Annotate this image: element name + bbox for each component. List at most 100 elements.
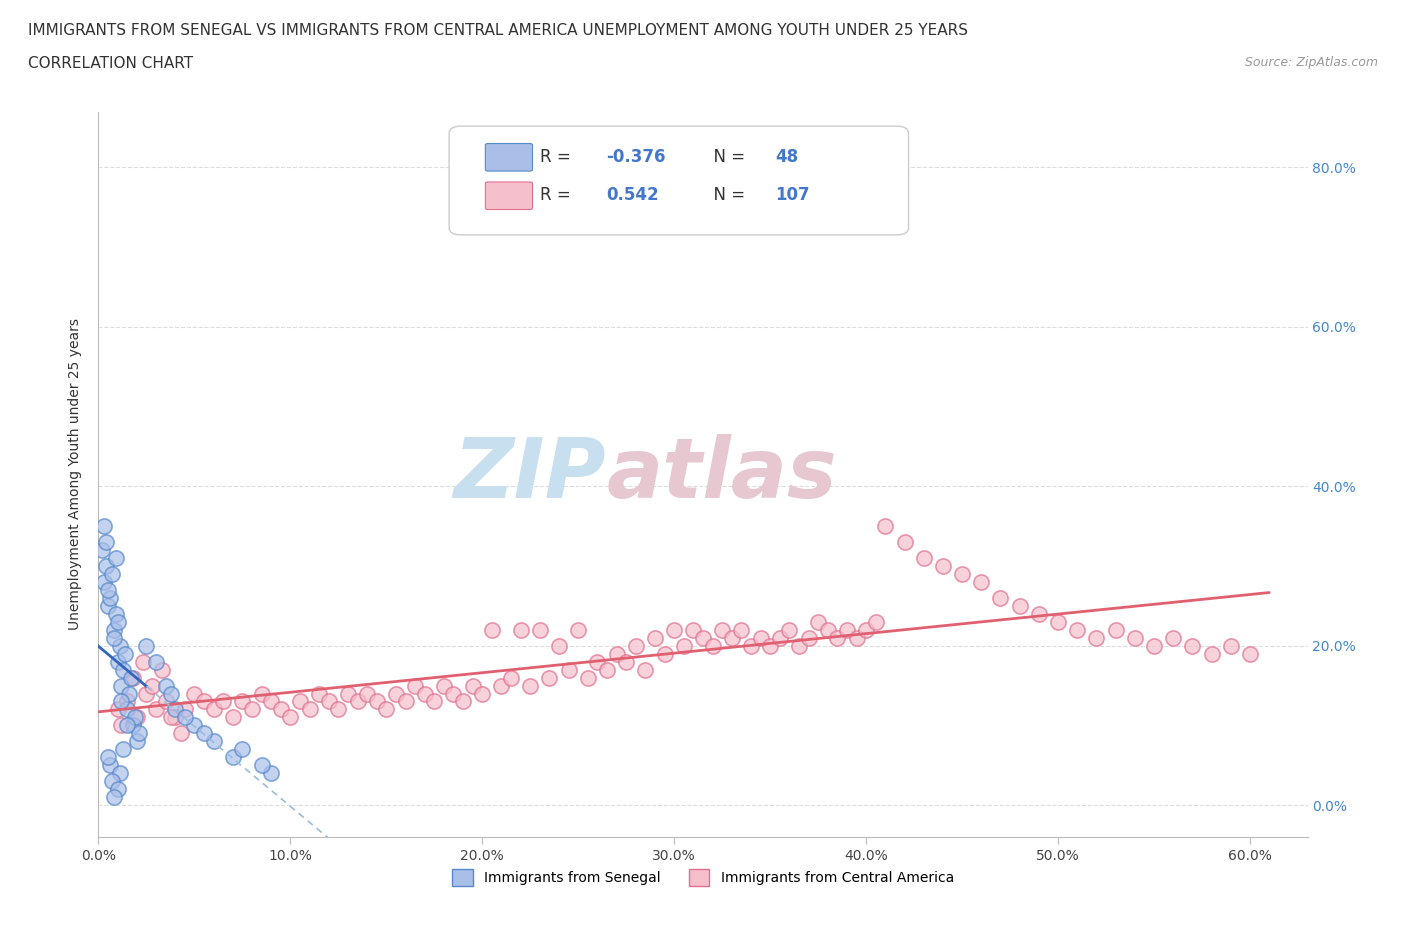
Point <box>538 671 561 685</box>
Point <box>145 654 167 669</box>
Point <box>404 678 426 693</box>
Point <box>576 671 599 685</box>
Point <box>596 662 619 677</box>
Point <box>1201 646 1223 661</box>
Point <box>990 591 1012 605</box>
Text: CORRELATION CHART: CORRELATION CHART <box>28 56 193 71</box>
Point <box>932 559 955 574</box>
Point <box>787 638 810 653</box>
Point <box>160 710 183 724</box>
Point <box>711 622 734 637</box>
Point <box>110 694 132 709</box>
Point <box>101 566 124 581</box>
Point <box>104 551 127 565</box>
Point <box>118 686 141 701</box>
Point <box>131 654 153 669</box>
Point <box>375 702 398 717</box>
Point <box>145 702 167 717</box>
Point <box>529 622 551 637</box>
Point <box>91 542 114 557</box>
Point <box>451 694 474 709</box>
Point <box>270 702 292 717</box>
Point <box>94 535 117 550</box>
Point <box>461 678 484 693</box>
Point <box>141 678 163 693</box>
Point <box>122 671 145 685</box>
Point <box>93 575 115 590</box>
Text: 48: 48 <box>776 148 799 166</box>
Point <box>183 718 205 733</box>
Point <box>692 631 714 645</box>
Point <box>110 678 132 693</box>
Point <box>1219 638 1241 653</box>
Point <box>1143 638 1166 653</box>
Point <box>231 742 253 757</box>
Point <box>98 591 121 605</box>
Point <box>634 662 657 677</box>
Point <box>193 694 215 709</box>
Point <box>1104 622 1126 637</box>
Point <box>260 765 283 780</box>
Point <box>730 622 752 637</box>
Point <box>165 702 187 717</box>
Point <box>94 559 117 574</box>
Point <box>567 622 589 637</box>
Point <box>509 622 531 637</box>
Point <box>1066 622 1088 637</box>
Point <box>183 686 205 701</box>
Text: atlas: atlas <box>606 433 837 515</box>
Point <box>835 622 858 637</box>
Point <box>108 638 131 653</box>
FancyBboxPatch shape <box>485 182 533 209</box>
Point <box>1047 615 1070 630</box>
Point <box>97 582 120 597</box>
Point <box>912 551 935 565</box>
Text: N =: N = <box>703 148 751 166</box>
Text: IMMIGRANTS FROM SENEGAL VS IMMIGRANTS FROM CENTRAL AMERICA UNEMPLOYMENT AMONG YO: IMMIGRANTS FROM SENEGAL VS IMMIGRANTS FR… <box>28 23 969 38</box>
Point <box>193 726 215 741</box>
Point <box>250 686 273 701</box>
Point <box>855 622 877 637</box>
Point <box>280 710 302 724</box>
Point <box>749 631 772 645</box>
Point <box>491 678 513 693</box>
Point <box>950 566 973 581</box>
Text: R =: R = <box>540 148 576 166</box>
Point <box>1085 631 1108 645</box>
FancyBboxPatch shape <box>485 143 533 171</box>
Point <box>202 734 225 749</box>
FancyBboxPatch shape <box>449 126 908 235</box>
Point <box>423 694 446 709</box>
Point <box>165 710 187 724</box>
Point <box>413 686 436 701</box>
Point <box>471 686 494 701</box>
Point <box>115 718 138 733</box>
Point <box>336 686 359 701</box>
Point <box>202 702 225 717</box>
Point <box>107 615 129 630</box>
Point <box>1181 638 1204 653</box>
Point <box>443 686 465 701</box>
Point <box>1028 606 1050 621</box>
Point <box>98 758 121 773</box>
Point <box>366 694 388 709</box>
Point <box>115 694 138 709</box>
Point <box>240 702 263 717</box>
Point <box>614 654 637 669</box>
Point <box>155 694 177 709</box>
Point <box>1161 631 1184 645</box>
Point <box>893 535 915 550</box>
Point <box>624 638 647 653</box>
Point <box>970 575 993 590</box>
Point <box>103 622 125 637</box>
Point <box>107 782 129 797</box>
Point <box>672 638 695 653</box>
Point <box>115 702 138 717</box>
Legend: Immigrants from Senegal, Immigrants from Central America: Immigrants from Senegal, Immigrants from… <box>447 864 959 892</box>
Point <box>875 519 897 534</box>
Point <box>107 702 129 717</box>
Point <box>682 622 704 637</box>
Point <box>654 646 676 661</box>
Point <box>817 622 839 637</box>
Point <box>124 710 146 724</box>
